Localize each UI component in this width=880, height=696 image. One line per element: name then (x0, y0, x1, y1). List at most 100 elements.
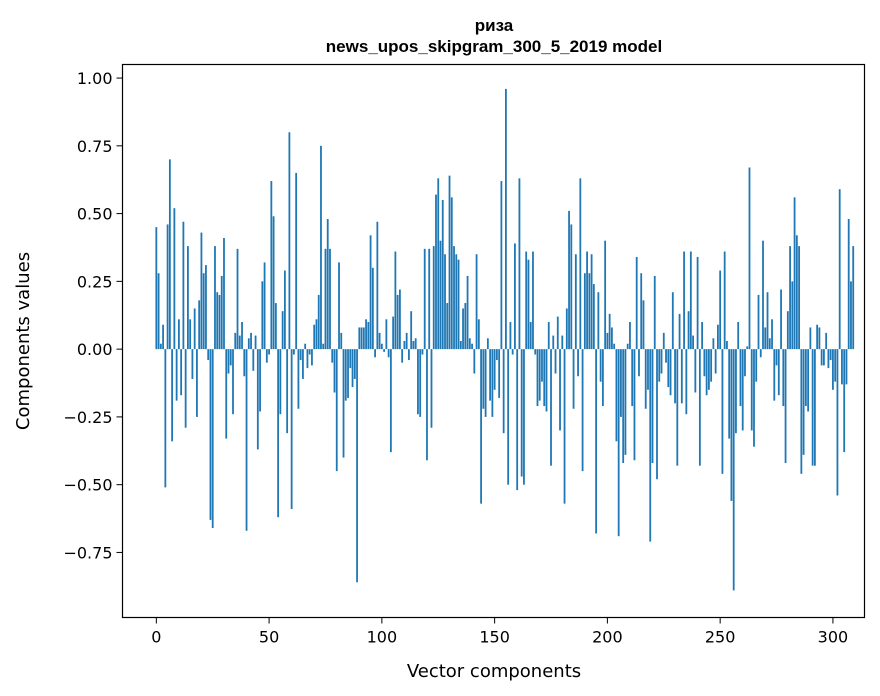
bar-component-51 (270, 181, 273, 350)
bar-component-27 (216, 292, 219, 350)
bar-component-68 (308, 349, 311, 355)
bar-component-270 (764, 327, 767, 350)
bar-component-198 (601, 349, 604, 407)
bar-component-205 (617, 349, 620, 537)
bar-component-216 (642, 300, 645, 350)
bar-component-91 (360, 327, 363, 350)
bar-component-226 (665, 349, 667, 363)
y-tick-label: −0.50 (63, 476, 112, 495)
bar-component-66 (304, 343, 307, 350)
bar-component-18 (196, 349, 198, 417)
bar-component-22 (205, 265, 207, 350)
bar-component-237 (689, 251, 692, 350)
bar-component-112 (408, 349, 410, 360)
bar-component-29 (220, 275, 223, 350)
bar-component-234 (683, 251, 685, 350)
x-tick-label: 100 (367, 628, 398, 647)
bar-component-126 (439, 240, 442, 350)
bar-component-254 (728, 349, 731, 439)
bar-component-78 (331, 349, 334, 363)
bar-component-183 (568, 210, 570, 350)
bar-component-305 (843, 349, 846, 453)
bar-component-274 (773, 349, 776, 401)
bar-component-10 (177, 319, 180, 350)
bar-component-7 (171, 349, 174, 442)
bar-component-12 (182, 221, 185, 350)
bar-component-14 (187, 246, 189, 350)
bar-component-95 (369, 235, 372, 350)
y-tick-label: 0.25 (77, 272, 113, 291)
bar-component-16 (191, 349, 194, 379)
bar-component-195 (595, 349, 598, 534)
bar-component-134 (457, 259, 460, 350)
bar-component-277 (780, 289, 782, 350)
bar-component-59 (288, 132, 291, 350)
bar-component-293 (816, 324, 819, 350)
bar-component-106 (394, 251, 397, 350)
bar-component-299 (829, 349, 832, 360)
bar-component-247 (712, 338, 715, 350)
bar-component-132 (453, 246, 455, 350)
bar-component-200 (606, 332, 609, 350)
bar-component-300 (832, 349, 834, 390)
bar-component-219 (649, 349, 652, 542)
bar-component-208 (624, 349, 627, 455)
bar-component-101 (383, 349, 386, 352)
bar-component-232 (678, 313, 681, 350)
bar-component-242 (701, 322, 704, 350)
bar-component-53 (274, 303, 277, 350)
bar-component-191 (586, 251, 588, 350)
bar-component-90 (358, 327, 361, 350)
bar-component-144 (480, 349, 482, 504)
bar-component-178 (556, 316, 559, 350)
bar-component-50 (268, 349, 270, 355)
bar-component-289 (807, 349, 810, 412)
bar-component-32 (227, 349, 230, 374)
bar-component-158 (511, 349, 514, 355)
bar-component-217 (644, 349, 647, 409)
bar-component-253 (726, 341, 728, 350)
bar-component-48 (263, 262, 266, 350)
bar-component-233 (680, 349, 683, 404)
bar-component-42 (250, 332, 252, 350)
bar-component-108 (399, 289, 401, 350)
bar-component-209 (626, 343, 629, 350)
bar-component-267 (757, 294, 760, 350)
bar-component-87 (351, 349, 354, 388)
bar-component-140 (471, 343, 473, 350)
bar-component-291 (811, 349, 814, 466)
bar-component-82 (340, 332, 343, 350)
bar-component-11 (180, 349, 183, 396)
bar-component-304 (841, 349, 843, 385)
bar-component-307 (847, 219, 850, 350)
bar-component-116 (417, 349, 419, 415)
bar-component-105 (392, 316, 395, 350)
bar-component-244 (705, 349, 708, 396)
bar-component-58 (286, 349, 289, 434)
bar-component-36 (236, 248, 239, 350)
bar-component-229 (671, 292, 674, 350)
bar-component-119 (423, 248, 426, 350)
bar-component-282 (791, 281, 794, 350)
bar-component-295 (820, 349, 823, 366)
bar-component-260 (741, 349, 744, 431)
bar-component-286 (800, 349, 803, 474)
bar-component-26 (214, 246, 216, 350)
chart-subtitle: news_upos_skipgram_300_5_2019 model (326, 37, 662, 56)
bar-component-54 (277, 349, 280, 518)
bar-component-250 (719, 270, 722, 350)
bar-component-52 (272, 216, 275, 350)
bar-component-118 (421, 349, 424, 355)
y-tick-label: −0.25 (63, 408, 112, 427)
bar-component-197 (599, 349, 602, 382)
bar-component-164 (525, 251, 528, 350)
bar-component-280 (786, 311, 789, 350)
bar-component-245 (707, 349, 710, 390)
x-tick-label: 50 (259, 628, 279, 647)
bar-component-271 (766, 292, 769, 350)
bar-component-60 (290, 349, 293, 510)
bar-component-113 (410, 311, 413, 350)
bar-component-135 (459, 341, 462, 350)
bar-component-210 (629, 322, 631, 350)
y-axis-label: Components values (13, 252, 34, 430)
